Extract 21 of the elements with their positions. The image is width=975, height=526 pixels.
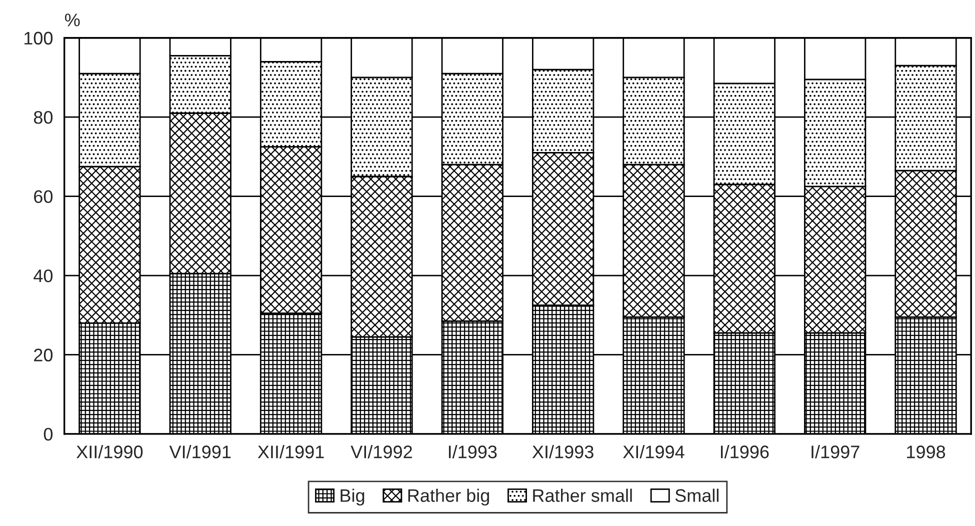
x-tick-label: 1998 bbox=[907, 446, 946, 458]
legend-label: Big bbox=[340, 488, 364, 506]
x-tick-label: VI/1992 bbox=[350, 445, 412, 458]
legend-label: Small bbox=[675, 488, 718, 502]
y-tick-label: 60 bbox=[34, 190, 53, 204]
legend-label: Rather big bbox=[408, 488, 489, 506]
x-tick-label: XI/1994 bbox=[623, 445, 684, 458]
x-tick-label: XII/1990 bbox=[76, 445, 143, 458]
legend-label: Rather small bbox=[533, 488, 632, 502]
x-tick-label: I/1996 bbox=[720, 445, 769, 458]
x-tick-label: VI/1991 bbox=[169, 445, 231, 458]
y-axis-title: % bbox=[64, 14, 80, 26]
x-tick-label: I/1993 bbox=[448, 445, 497, 458]
y-tick-label: 0 bbox=[44, 428, 53, 441]
y-tick-label: 40 bbox=[34, 269, 53, 282]
y-tick-label: 100 bbox=[24, 32, 53, 45]
y-tick-label: 20 bbox=[34, 348, 53, 362]
y-tick-label: 80 bbox=[34, 111, 53, 124]
x-tick-label: I/1997 bbox=[812, 445, 860, 458]
x-tick-label: XI/1993 bbox=[532, 445, 594, 458]
x-tick-label: XII/1991 bbox=[258, 445, 324, 458]
